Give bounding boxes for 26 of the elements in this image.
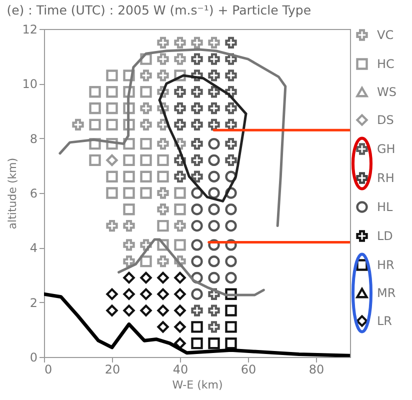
legend-label: LR — [377, 314, 392, 328]
legend-label: DS — [377, 113, 394, 127]
legend-label: WS — [377, 85, 396, 99]
y-tick-label: 2 — [30, 296, 38, 310]
legend-label: HR — [377, 258, 394, 272]
x-tick-label: 60 — [240, 362, 256, 376]
legend-label: HC — [377, 57, 394, 71]
x-tick-label: 80 — [308, 362, 324, 376]
x-tick-label: 20 — [104, 362, 120, 376]
legend-label: MR — [377, 286, 396, 300]
x-tick-label: 0 — [44, 362, 52, 376]
legend-label: GH — [377, 142, 396, 156]
legend-label: HL — [377, 200, 394, 214]
x-tick-label: 40 — [172, 362, 188, 376]
y-tick-label: 12 — [22, 22, 38, 36]
y-tick-label: 4 — [30, 241, 38, 256]
y-axis-title: altitude (km) — [6, 158, 20, 230]
y-tick-label: 6 — [30, 186, 38, 200]
chart-title: (e) : Time (UTC) : 2005 W (m.s⁻¹) + Particle Type — [6, 2, 312, 18]
y-tick-label: 8 — [30, 132, 38, 146]
legend-label: LD — [377, 229, 393, 243]
legend-label: VC — [377, 28, 394, 42]
legend-label: RH — [377, 171, 394, 185]
x-axis-title: W-E (km) — [172, 378, 223, 392]
y-tick-label: 0 — [30, 350, 38, 364]
y-tick-label: 10 — [22, 77, 38, 92]
